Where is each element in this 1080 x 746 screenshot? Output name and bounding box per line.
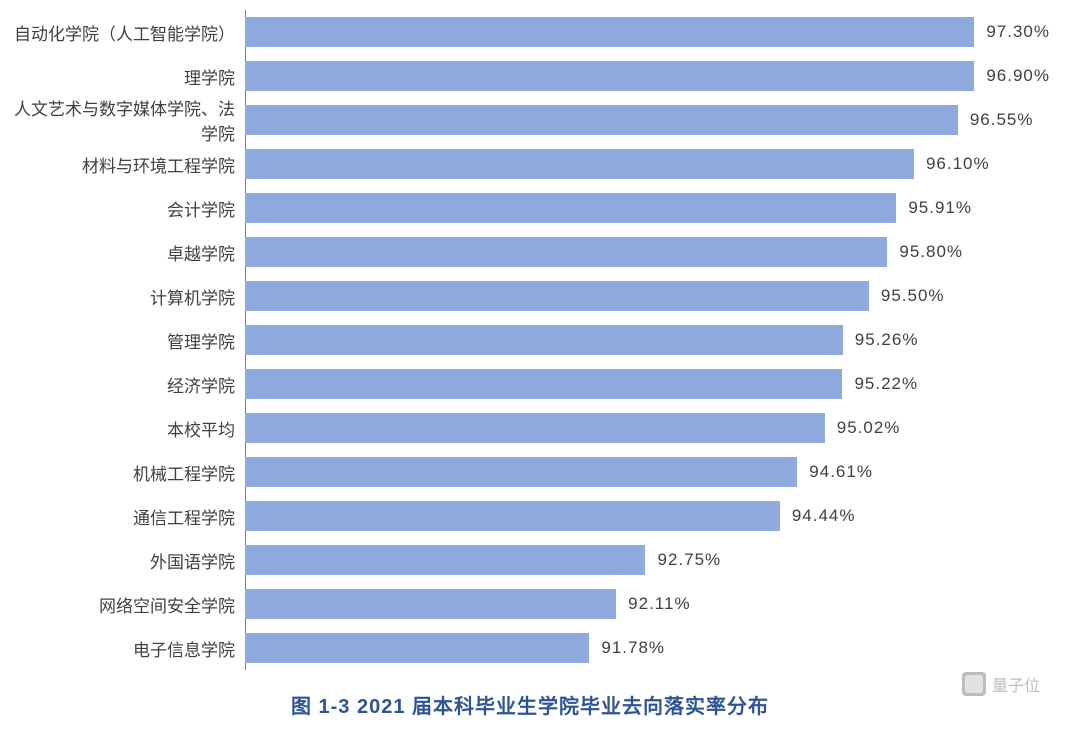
category-label: 理学院	[10, 64, 245, 89]
bar	[245, 589, 616, 619]
value-label: 95.80%	[887, 242, 963, 262]
bar-area: 95.26%	[245, 318, 1050, 362]
bar-area: 94.44%	[245, 494, 1050, 538]
value-label: 95.26%	[843, 330, 919, 350]
bar-area: 92.75%	[245, 538, 1050, 582]
value-label: 94.44%	[780, 506, 856, 526]
bar-area: 95.22%	[245, 362, 1050, 406]
value-label: 95.02%	[825, 418, 901, 438]
chart-caption: 图 1-3 2021 届本科毕业生学院毕业去向落实率分布	[10, 690, 1050, 719]
chart-row: 经济学院 95.22%	[10, 362, 1050, 406]
bar-area: 95.91%	[245, 186, 1050, 230]
category-label: 电子信息学院	[10, 636, 245, 661]
category-label: 管理学院	[10, 328, 245, 353]
chart-row: 理学院 96.90%	[10, 54, 1050, 98]
bar	[245, 457, 797, 487]
chart-row: 机械工程学院 94.61%	[10, 450, 1050, 494]
chart-row: 本校平均 95.02%	[10, 406, 1050, 450]
bar	[245, 17, 974, 47]
category-label: 外国语学院	[10, 548, 245, 573]
bar-area: 95.50%	[245, 274, 1050, 318]
value-label: 97.30%	[974, 22, 1050, 42]
category-label: 卓越学院	[10, 240, 245, 265]
wechat-icon	[962, 672, 986, 696]
bar	[245, 281, 869, 311]
category-label: 材料与环境工程学院	[10, 152, 245, 177]
bar	[245, 325, 843, 355]
bar	[245, 237, 887, 267]
chart-row: 人文艺术与数字媒体学院、法学院 96.55%	[10, 98, 1050, 142]
chart-row: 会计学院 95.91%	[10, 186, 1050, 230]
chart-row: 管理学院 95.26%	[10, 318, 1050, 362]
value-label: 92.75%	[645, 550, 721, 570]
bar-area: 96.55%	[245, 98, 1050, 142]
bar-area: 96.90%	[245, 54, 1050, 98]
bar-area: 92.11%	[245, 582, 1050, 626]
bar	[245, 633, 589, 663]
bar	[245, 105, 958, 135]
chart-row: 卓越学院 95.80%	[10, 230, 1050, 274]
chart-row: 网络空间安全学院 92.11%	[10, 582, 1050, 626]
value-label: 96.10%	[914, 154, 990, 174]
bar-area: 95.02%	[245, 406, 1050, 450]
bar-area: 96.10%	[245, 142, 1050, 186]
bar-chart: 自动化学院（人工智能学院） 97.30% 理学院 96.90% 人文艺术与数字媒体学院、…	[10, 10, 1050, 670]
watermark: 量子位	[962, 672, 1040, 696]
bar-area: 91.78%	[245, 626, 1050, 670]
bar	[245, 149, 914, 179]
value-label: 96.55%	[958, 110, 1034, 130]
category-label: 机械工程学院	[10, 460, 245, 485]
chart-row: 计算机学院 95.50%	[10, 274, 1050, 318]
chart-row: 外国语学院 92.75%	[10, 538, 1050, 582]
bar	[245, 501, 780, 531]
category-label: 自动化学院（人工智能学院）	[10, 20, 245, 45]
category-label: 人文艺术与数字媒体学院、法学院	[10, 95, 245, 145]
bar	[245, 193, 896, 223]
bar	[245, 369, 842, 399]
value-label: 95.50%	[869, 286, 945, 306]
bar-area: 95.80%	[245, 230, 1050, 274]
category-label: 本校平均	[10, 416, 245, 441]
chart-row: 自动化学院（人工智能学院） 97.30%	[10, 10, 1050, 54]
category-label: 会计学院	[10, 196, 245, 221]
bar	[245, 545, 645, 575]
value-label: 95.91%	[896, 198, 972, 218]
value-label: 95.22%	[842, 374, 918, 394]
chart-row: 通信工程学院 94.44%	[10, 494, 1050, 538]
category-label: 计算机学院	[10, 284, 245, 309]
bar	[245, 61, 974, 91]
value-label: 92.11%	[616, 594, 690, 614]
bar-area: 97.30%	[245, 10, 1050, 54]
category-label: 网络空间安全学院	[10, 592, 245, 617]
category-label: 通信工程学院	[10, 504, 245, 529]
watermark-text: 量子位	[992, 672, 1040, 696]
category-label: 经济学院	[10, 372, 245, 397]
chart-row: 电子信息学院 91.78%	[10, 626, 1050, 670]
bar-area: 94.61%	[245, 450, 1050, 494]
chart-row: 材料与环境工程学院 96.10%	[10, 142, 1050, 186]
value-label: 96.90%	[974, 66, 1050, 86]
bar	[245, 413, 825, 443]
value-label: 94.61%	[797, 462, 873, 482]
value-label: 91.78%	[589, 638, 665, 658]
